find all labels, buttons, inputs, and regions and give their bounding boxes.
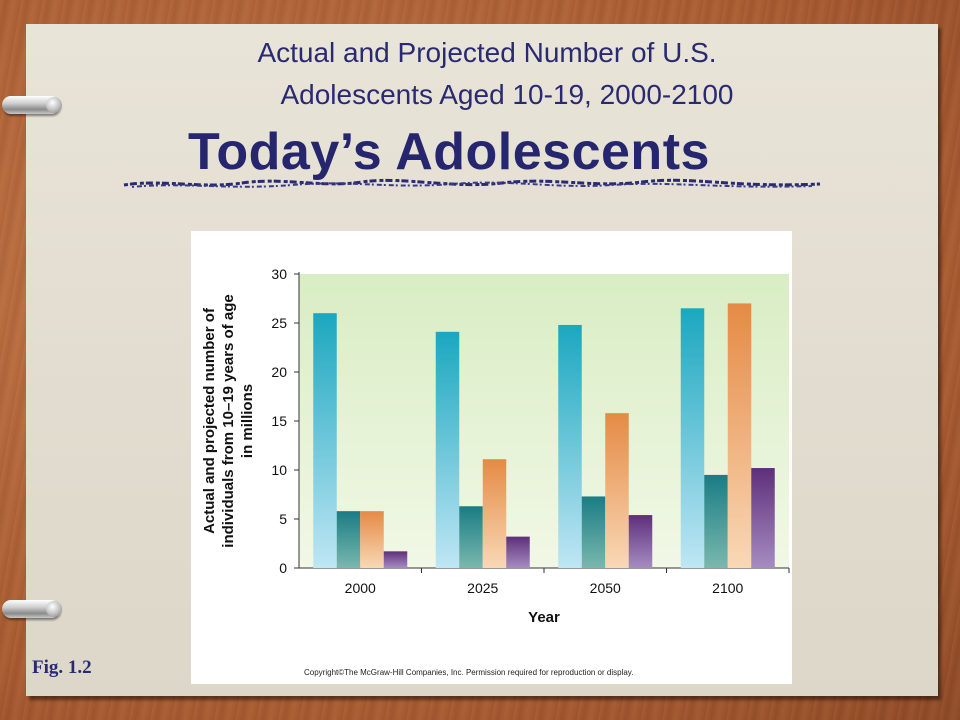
slide-title: Today’s Adolescents [188,123,710,181]
figure-label: Fig. 1.2 [32,657,92,678]
chart-figure: 0 5 10 15 20 25 30 2000 2025 2050 2100 Year Actual a… [191,231,792,684]
slide-subtitle-line-2: Adolescents Aged 10-19, 2000-2100 [280,79,734,110]
bar-2000-series-1 [313,313,337,568]
binder-ring-icon [2,600,62,618]
y-tick-label: 10 [271,462,287,478]
y-axis-title-line: in millions [239,384,256,458]
x-tick-label: 2050 [590,580,621,596]
copyright-notice: Copyright©The McGraw-Hill Companies, Inc… [304,668,633,677]
x-tick-label: 2100 [712,580,743,596]
x-tick-label: 2000 [345,580,376,596]
bar-2100-series-2 [704,474,728,568]
bar-2025-series-2 [459,506,483,568]
y-axis-title: Actual and projected number of individual… [201,294,256,547]
scribble-underline-decoration [123,178,821,188]
bar-2050-series-3 [605,413,629,568]
y-tick-label: 0 [279,560,287,576]
bar-2025-series-3 [482,459,507,568]
y-tick-label: 30 [271,266,287,282]
y-axis-title-line: Actual and projected number of [201,307,218,534]
bar-2025-series-1 [435,331,460,568]
bar-2050-series-4 [628,515,653,568]
bar-2000-series-2 [336,511,361,568]
y-tick-label: 20 [271,364,287,380]
bar-2050-series-1 [558,324,582,568]
bar-2100-series-4 [751,468,775,568]
slide-subtitle-line-1: Actual and Projected Number of U.S. [257,37,717,68]
bar-2000-series-4 [383,551,408,568]
binder-ring-icon [2,96,62,114]
x-axis-title: Year [528,609,560,626]
y-tick-label: 15 [271,413,287,429]
bar-2100-series-3 [727,303,752,568]
x-tick-label: 2025 [467,580,498,596]
bar-2025-series-4 [506,536,530,568]
bar-2000-series-3 [360,511,384,568]
y-tick-label: 5 [279,511,287,527]
y-tick-label: 25 [271,315,287,331]
bar-2050-series-2 [581,496,606,568]
y-axis-title-line: individuals from 10–19 years of age [220,294,237,547]
bar-2100-series-1 [680,308,705,568]
